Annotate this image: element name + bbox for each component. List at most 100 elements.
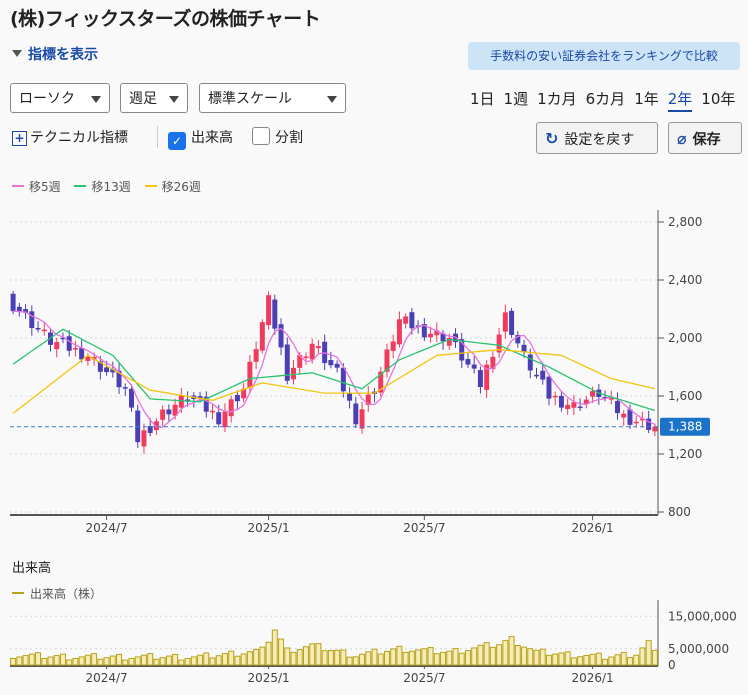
volume-bar — [383, 650, 390, 666]
volume-checkbox[interactable]: ✓ 出来高 — [168, 127, 233, 150]
interval-select[interactable]: 週足 — [120, 83, 188, 113]
volume-tick-label: 15,000,000 — [668, 609, 737, 623]
candle — [10, 293, 16, 312]
legend-ma26: 移26週 — [144, 180, 201, 194]
volume-bar — [284, 647, 291, 666]
technical-indicator-button[interactable]: + テクニカル指標 — [12, 127, 128, 147]
volume-bar — [59, 653, 66, 666]
volume-bar — [651, 649, 658, 666]
candle — [60, 337, 66, 340]
candle — [234, 394, 240, 402]
chevron-down-icon — [169, 96, 179, 103]
candle — [16, 306, 22, 313]
candle — [116, 370, 122, 388]
volume-bar — [302, 646, 309, 666]
candle — [421, 324, 427, 338]
candle — [496, 334, 502, 353]
volume-bar — [545, 654, 552, 666]
candle — [403, 316, 409, 324]
volume-title: 出来高 — [12, 561, 52, 576]
volume-checkbox-label: 出来高 — [191, 130, 233, 146]
candle — [577, 406, 583, 409]
volume-bar — [53, 655, 60, 666]
candle — [315, 346, 321, 349]
tab-period[interactable]: 1年 — [634, 90, 659, 108]
tab-period[interactable]: 6カ月 — [585, 90, 626, 108]
chart-style-select[interactable]: ローソク — [10, 83, 110, 113]
candle — [471, 364, 477, 369]
paperclip-icon: ⌀ — [677, 129, 687, 148]
indicator-toggle[interactable]: 指標を表示 — [12, 44, 98, 64]
candle — [29, 311, 35, 328]
volume-bar — [483, 642, 490, 666]
candle — [23, 309, 29, 313]
volume-bar — [271, 629, 278, 666]
volume-bar — [66, 659, 73, 666]
volume-bar — [440, 651, 447, 666]
volume-bar — [402, 651, 409, 666]
price-tick-label: 1,200 — [668, 447, 702, 461]
candle — [639, 418, 645, 421]
volume-bar — [134, 656, 141, 666]
volume-bar — [296, 649, 303, 666]
candle — [85, 356, 91, 361]
volume-bar — [396, 645, 403, 666]
volume-bar — [234, 655, 241, 666]
tab-period[interactable]: 1日 — [470, 90, 495, 108]
indicator-toggle-label: 指標を表示 — [28, 47, 98, 63]
volume-bar — [433, 653, 440, 666]
volume-bar — [614, 654, 621, 666]
candle — [185, 399, 191, 401]
candle — [365, 394, 371, 405]
tab-period[interactable]: 10年 — [701, 90, 736, 108]
candle — [509, 310, 515, 335]
tab-period-active[interactable]: 2年 — [667, 90, 693, 112]
legend-ma5: 移5週 — [12, 180, 61, 194]
volume-bar — [390, 648, 397, 666]
candle — [652, 426, 658, 432]
volume-bars-group — [10, 629, 658, 666]
volume-bar — [645, 640, 652, 666]
volume-bar — [421, 648, 428, 666]
volume-bar — [259, 646, 266, 666]
volume-time-tick-label: 2024/7 — [85, 671, 127, 685]
volume-bar — [203, 652, 210, 666]
volume-bar — [128, 658, 135, 666]
volume-time-tick-label: 2025/1 — [247, 671, 289, 685]
volume-bar — [72, 658, 79, 666]
tab-period[interactable]: 1カ月 — [537, 90, 577, 108]
volume-bar — [103, 657, 110, 666]
candle — [353, 403, 359, 425]
candle — [153, 421, 159, 431]
volume-bar — [184, 658, 191, 666]
save-label: 保存 — [692, 132, 721, 148]
candle — [571, 402, 577, 408]
volume-bar — [552, 653, 559, 666]
volume-bar — [165, 655, 172, 666]
volume-bar — [477, 644, 484, 666]
volume-bar — [334, 649, 341, 666]
time-tick-label: 2025/1 — [247, 521, 289, 535]
split-checkbox[interactable]: 分割 — [252, 127, 303, 147]
candle — [378, 371, 384, 393]
volume-bar — [595, 652, 602, 666]
tab-period[interactable]: 1週 — [503, 90, 529, 108]
volume-bar — [558, 652, 565, 666]
promo-link[interactable]: 手数料の安い証券会社をランキングで比較 — [468, 42, 740, 70]
candle — [396, 319, 402, 345]
candle — [490, 356, 496, 370]
volume-bar — [583, 655, 590, 666]
candle — [502, 312, 508, 332]
candle — [247, 361, 253, 388]
reset-settings-button[interactable]: ↻ 設定を戻す — [536, 122, 658, 154]
volume-bar — [533, 649, 540, 666]
candle — [129, 388, 134, 408]
time-tick-label: 2026/1 — [571, 521, 613, 535]
scale-select[interactable]: 標準スケール — [199, 83, 346, 113]
volume-bar — [16, 656, 23, 666]
save-button[interactable]: ⌀ 保存 — [668, 122, 742, 154]
candle — [291, 367, 296, 380]
divider — [157, 126, 158, 148]
volume-bar — [602, 658, 609, 666]
